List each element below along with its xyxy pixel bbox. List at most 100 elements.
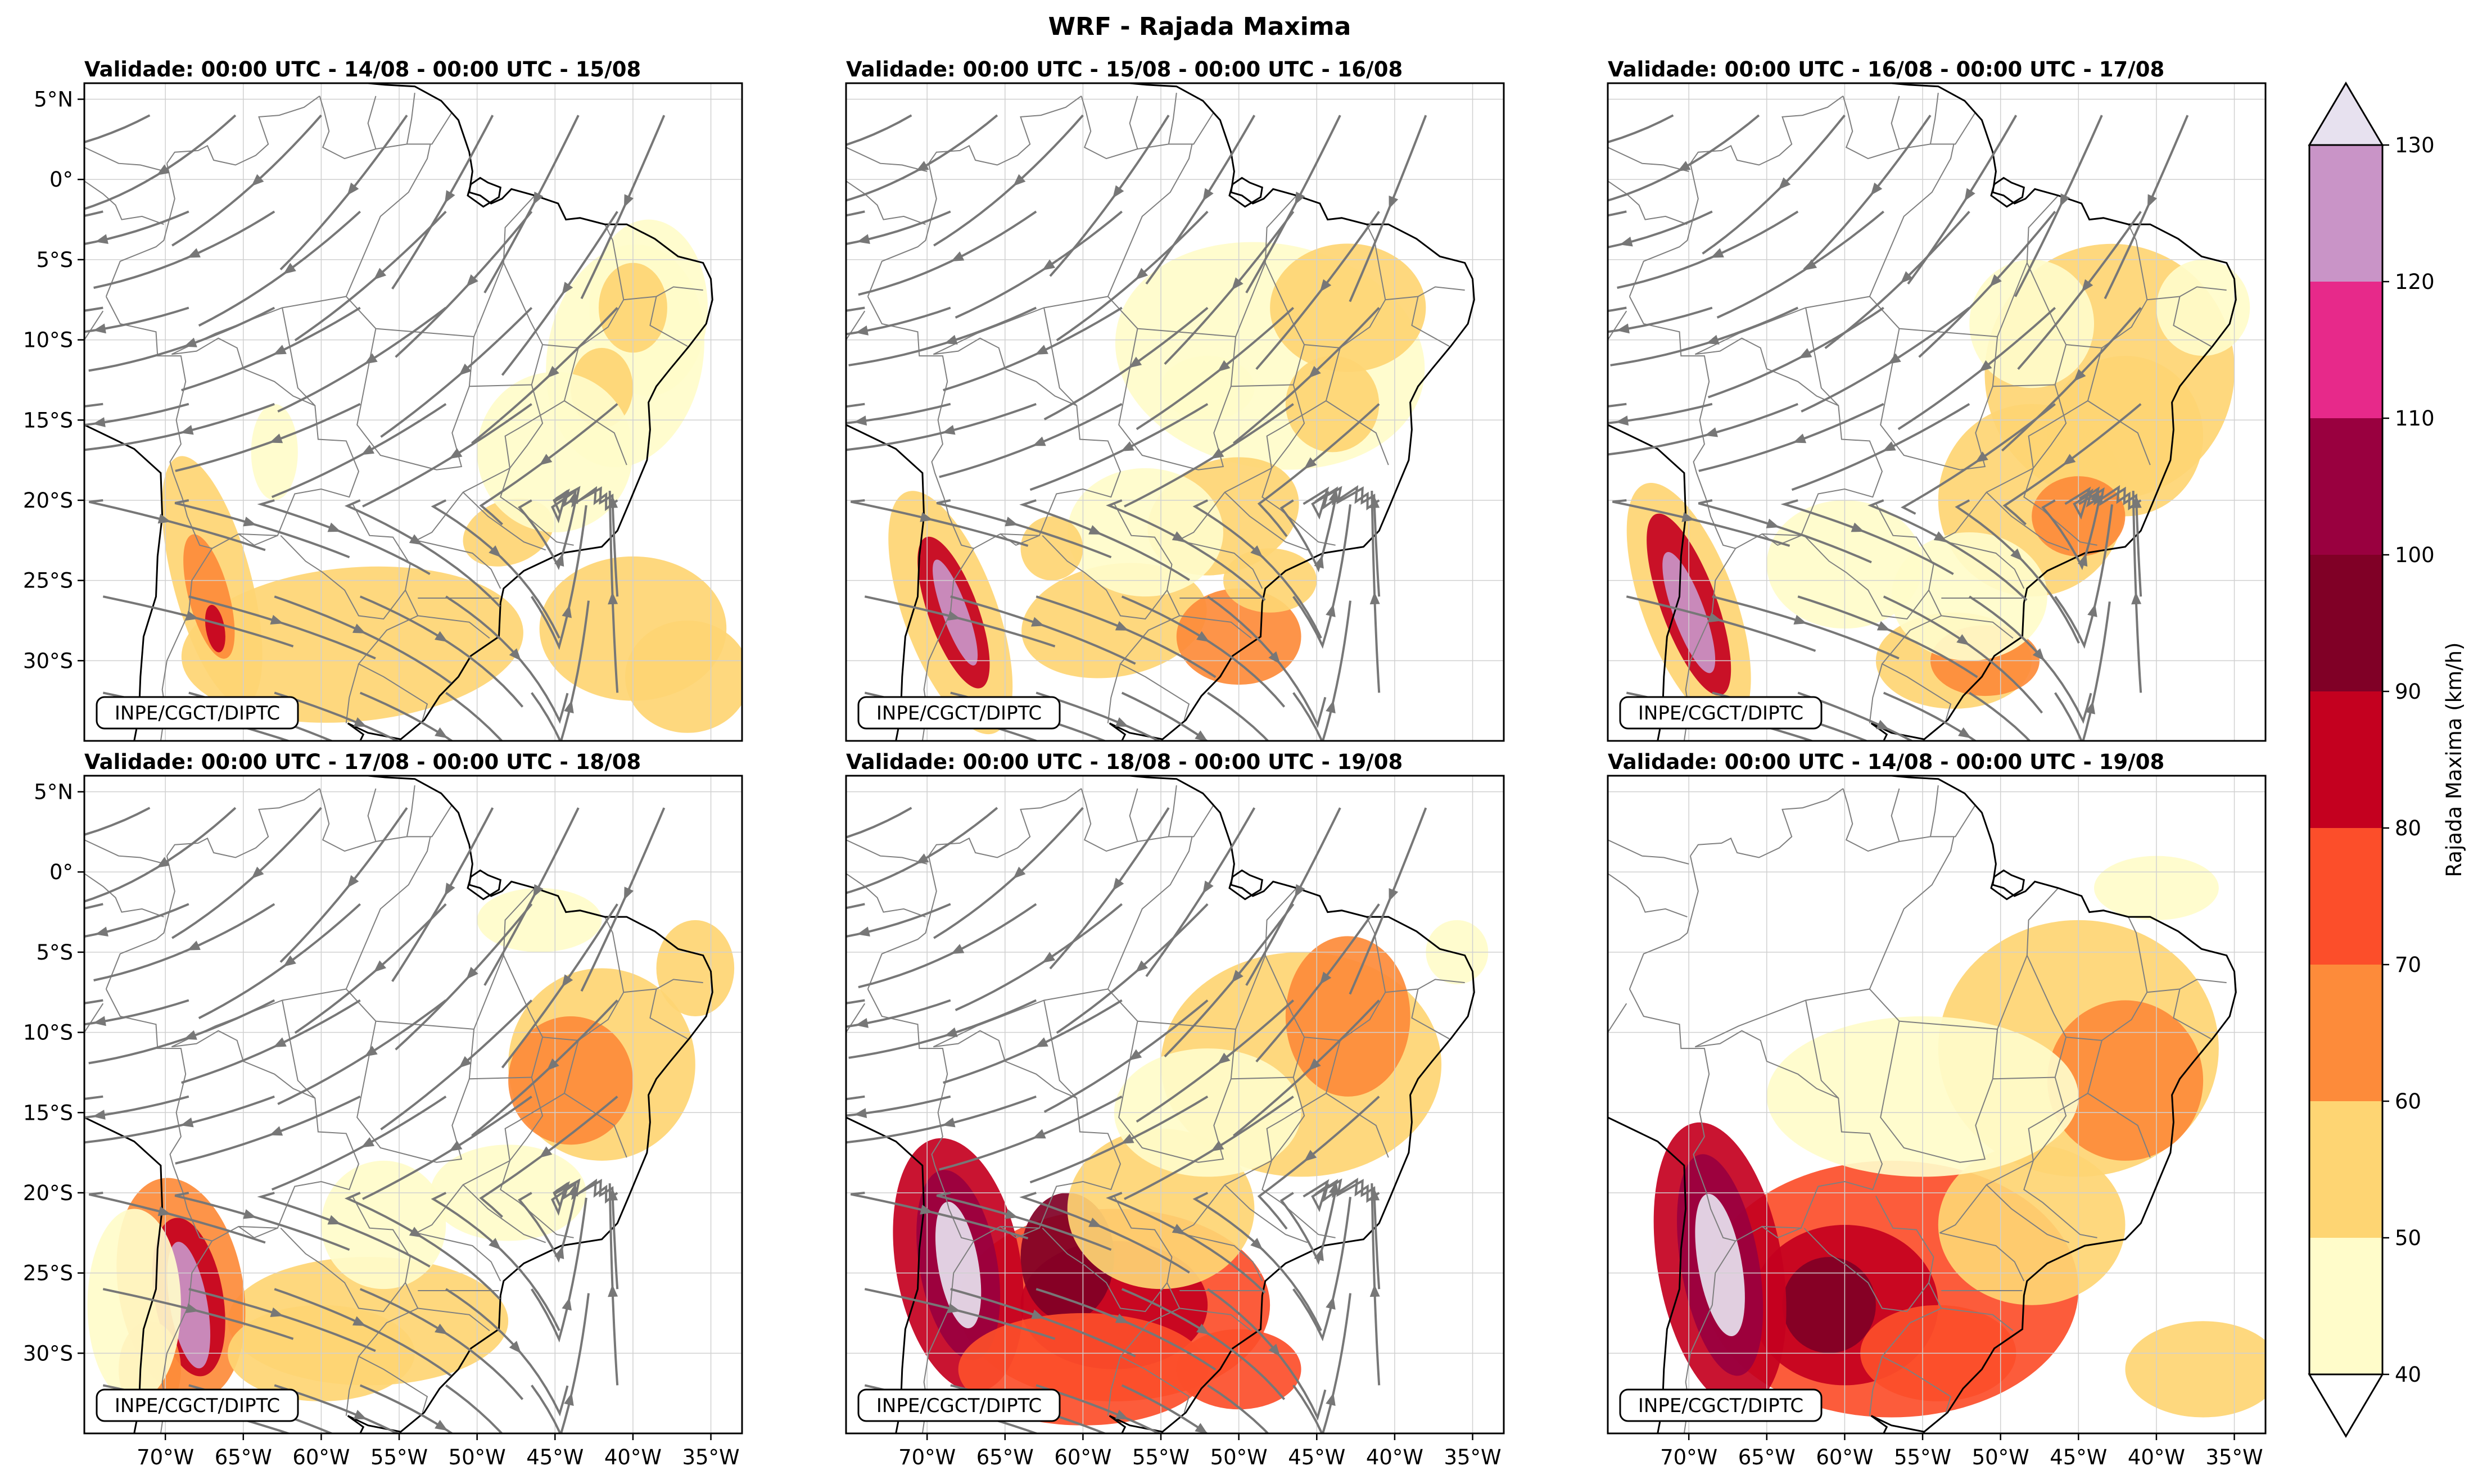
streamline	[102, 595, 294, 648]
country-border	[1842, 788, 1977, 852]
lon-tick-label: 40°W	[2128, 1445, 2185, 1469]
streamline-arrow	[93, 323, 106, 334]
streamline-arrow	[1013, 866, 1026, 879]
country-border	[1266, 400, 1327, 469]
streamline-arrow	[1304, 1150, 1317, 1162]
country-border	[563, 347, 627, 465]
lat-tick-label: 30°S	[23, 1341, 73, 1365]
streamline-arrow	[1326, 1392, 1336, 1406]
lat-tick-label: 0°	[49, 860, 73, 884]
streamline-arrow	[251, 174, 264, 187]
lon-tick-label: 55°W	[1132, 1445, 1190, 1469]
streamline	[84, 306, 189, 333]
streamline	[1716, 210, 1884, 319]
streamline-arrow	[283, 263, 296, 274]
country-border	[1608, 873, 1688, 918]
country-border	[1690, 95, 1844, 166]
streamline	[1036, 595, 1217, 678]
streamline-arrow	[449, 1141, 463, 1152]
streamline-arrow	[1851, 522, 1865, 532]
country-border	[867, 296, 1122, 549]
country-border	[1325, 1040, 1389, 1158]
gust-area	[1285, 936, 1410, 1097]
colorbar-tick-label: 40	[2395, 1363, 2421, 1387]
streamline-arrow	[1888, 353, 1901, 364]
streamline-arrow	[564, 1392, 574, 1406]
streamline-arrow	[2060, 193, 2070, 207]
streamline-arrow	[1778, 177, 1791, 190]
streamline-arrow	[364, 353, 378, 364]
lon-tick-label: 35°W	[2205, 1445, 2263, 1469]
streamline	[362, 1096, 532, 1200]
lat-tick-label: 5°N	[34, 88, 73, 112]
country-border	[1929, 785, 1939, 837]
streamline	[955, 210, 1123, 319]
colorbar-tick-label: 90	[2395, 680, 2421, 704]
streamline	[274, 595, 452, 685]
streamline	[1712, 595, 1900, 660]
streamline	[171, 114, 322, 247]
country-border	[1761, 533, 1802, 546]
streamline-arrow	[1042, 952, 1056, 963]
country-border	[500, 468, 574, 546]
streamline-arrow	[1308, 1058, 1321, 1071]
streamline-arrow	[489, 545, 501, 558]
streamline-arrow	[1798, 348, 1812, 359]
streamline-arrow	[273, 345, 287, 355]
lon-tick-label: 50°W	[1210, 1445, 1268, 1469]
streamline	[1797, 595, 1978, 678]
streamline-arrow	[2010, 548, 2023, 561]
country-border	[1042, 1196, 1173, 1313]
country-border	[406, 785, 415, 837]
streamline-arrow	[857, 926, 870, 937]
streamline	[851, 1192, 1029, 1239]
colorbar-tick-label: 60	[2395, 1089, 2421, 1114]
credit-box: INPE/CGCT/DIPTC	[1619, 1388, 1823, 1422]
streamline	[1257, 1096, 1380, 1230]
streamline-arrow	[1704, 427, 1719, 437]
streamline-arrow	[2081, 279, 2093, 292]
streamline	[846, 306, 951, 336]
streamline-arrow	[1711, 248, 1724, 258]
streamline-arrow	[951, 944, 965, 954]
streamline-arrow	[509, 648, 522, 661]
streamline	[1292, 1197, 1351, 1342]
country-border	[504, 400, 565, 469]
streamline-arrow	[2147, 194, 2158, 208]
colorbar-extend-top	[2308, 82, 2384, 146]
streamline	[1303, 485, 1380, 520]
streamline-arrow	[2063, 454, 2076, 465]
colorbar-frame	[2308, 144, 2384, 1376]
country-border	[1385, 979, 1465, 993]
colorbar-tick-label: 130	[2395, 133, 2435, 157]
streamline	[1136, 307, 1295, 431]
country-border	[1629, 989, 1883, 1242]
streamline-arrow	[1328, 1181, 1339, 1195]
streamline	[943, 306, 1123, 392]
streamline-arrow	[489, 1238, 501, 1250]
streamline-arrow	[942, 424, 956, 435]
streamline-arrow	[1135, 268, 1148, 280]
country-border	[1608, 147, 1689, 172]
country-border	[319, 788, 453, 852]
streamline-arrow	[157, 1206, 171, 1216]
streamline-arrow	[1529, 406, 1541, 416]
streamline	[274, 1384, 400, 1433]
country-border	[2023, 468, 2097, 546]
country-border	[406, 92, 415, 144]
streamline	[84, 903, 189, 938]
streamline-arrow	[920, 1205, 933, 1215]
streamline-arrow	[562, 974, 573, 988]
streamline	[1019, 1192, 1190, 1274]
streamline-arrow	[546, 365, 559, 378]
colorbar-band	[2309, 555, 2382, 691]
gust-area	[656, 920, 735, 1017]
credit-label: INPE/CGCT/DIPTC	[1638, 1395, 1803, 1417]
streamline-arrow	[352, 623, 366, 634]
country-border	[867, 163, 937, 297]
country-border	[1986, 491, 2070, 551]
streamline-arrow	[507, 1440, 522, 1456]
streamline	[1897, 307, 2056, 431]
streamline	[471, 999, 618, 1137]
country-border	[1803, 503, 1934, 620]
